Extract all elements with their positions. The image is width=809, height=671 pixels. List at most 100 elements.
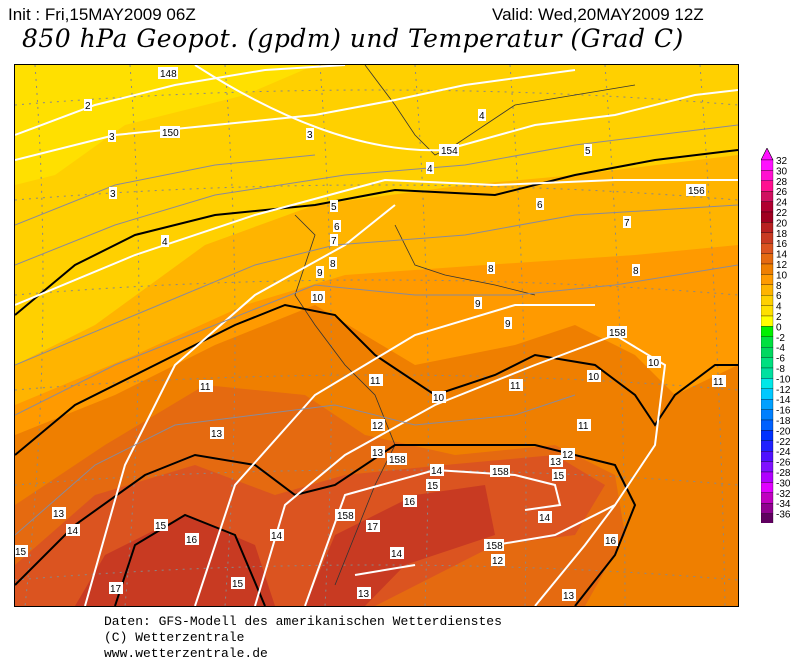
temperature-label-bg <box>371 446 385 458</box>
colorbar-label: 20 <box>776 218 788 229</box>
temperature-label-bg <box>109 582 123 594</box>
temperature-label: 17 <box>367 522 379 533</box>
colorbar-label: -6 <box>776 354 785 365</box>
colorbar-swatch <box>761 305 774 317</box>
geopotential-contour <box>304 468 562 606</box>
temperature-label: 10 <box>433 393 445 404</box>
colorbar-label: 4 <box>776 302 782 313</box>
colorbar-label: -12 <box>776 385 791 396</box>
colorbar-label: -26 <box>776 458 791 469</box>
temperature-label-bg <box>270 529 284 541</box>
geopotential-contour <box>84 204 396 606</box>
colorbar-label: 26 <box>776 187 788 198</box>
colorbar-swatch <box>761 253 774 265</box>
geopotential-label: 158 <box>486 541 503 552</box>
colorbar-swatch <box>761 471 774 483</box>
temperature-label: 16 <box>186 535 198 546</box>
temperature-label-bg <box>403 495 417 507</box>
isotherm-major <box>15 444 637 606</box>
temperature-label: 14 <box>271 531 283 542</box>
temperature-label: 8 <box>488 264 494 275</box>
temperature-label: 15 <box>155 521 167 532</box>
temperature-label: 13 <box>563 591 575 602</box>
geopotential-contour <box>15 65 346 136</box>
colorbar-swatch <box>761 336 774 348</box>
temperature-label: 13 <box>53 509 65 520</box>
colorbar-label: 2 <box>776 312 782 323</box>
temperature-label: 7 <box>624 218 630 229</box>
geopotential-label-bg <box>387 453 407 465</box>
temperature-label-bg <box>487 262 495 274</box>
temperature-label: 9 <box>505 319 511 330</box>
temperature-label-bg <box>15 545 28 557</box>
colorbar-swatch <box>761 201 774 213</box>
temperature-label: 16 <box>404 497 416 508</box>
temperature-label-bg <box>647 356 661 368</box>
temperature-label: 17 <box>110 584 122 595</box>
colorbar-label: 32 <box>776 156 788 167</box>
temperature-label-bg <box>199 380 213 392</box>
temperature-label-bg <box>316 266 324 278</box>
temperature-label: 14 <box>391 549 403 560</box>
temperature-label-bg <box>330 234 338 246</box>
temperature-label-bg <box>426 162 434 174</box>
temperature-label: 14 <box>431 466 443 477</box>
colorbar-label: -22 <box>776 437 791 448</box>
temperature-label-bg <box>84 99 92 111</box>
temperature-label-bg <box>561 448 575 460</box>
temperature-label-bg <box>311 291 325 303</box>
temperature-label: 10 <box>648 358 660 369</box>
colorbar-label: -32 <box>776 489 791 500</box>
temperature-label-bg <box>632 264 640 276</box>
colorbar-swatch <box>761 347 774 358</box>
colorbar-swatch <box>761 357 774 369</box>
temperature-label: 12 <box>372 421 384 432</box>
colorbar-label: -10 <box>776 374 791 385</box>
temperature-label-bg <box>604 534 618 546</box>
temperature-label: 13 <box>372 448 384 459</box>
temperature-label: 4 <box>162 237 168 248</box>
temperature-label-bg <box>538 511 552 523</box>
geopotential-contour <box>534 504 616 606</box>
temperature-label-bg <box>587 370 601 382</box>
geopotential-label-bg <box>160 126 180 138</box>
colorbar-swatch <box>761 503 774 514</box>
colorbar-swatch <box>761 159 774 171</box>
weather-map: 148 150 154 156 158 158 158 158 158 2 3 3 3 4 4 4 5 5 6 6 7 7… <box>14 64 739 607</box>
temperature-label: 15 <box>232 579 244 590</box>
temperature-label: 8 <box>330 259 336 270</box>
colorbar-swatch <box>761 295 774 306</box>
temperature-label: 12 <box>562 450 574 461</box>
colorbar-label: -36 <box>776 510 791 521</box>
isotherm-major <box>15 149 738 316</box>
colorbar-label: 0 <box>776 322 782 333</box>
temperature-label-bg <box>66 524 80 536</box>
temperature-label-bg <box>333 220 341 232</box>
geopotential-label-bg <box>439 144 459 156</box>
colorbar-swatch <box>761 326 774 337</box>
temperature-label-bg <box>426 479 440 491</box>
temperature-label-bg <box>185 533 199 545</box>
temperature-label: 7 <box>331 236 337 247</box>
geopotential-label-bg <box>158 67 178 79</box>
temperature-label: 6 <box>334 222 340 233</box>
temperature-label-bg <box>357 587 371 599</box>
colorbar-swatch <box>761 170 774 181</box>
geopotential-label-bg <box>686 184 706 196</box>
isotherm-major <box>114 513 266 606</box>
colorbar-swatch <box>761 430 774 441</box>
temperature-label-bg <box>390 547 404 559</box>
temperature-label: 15 <box>553 471 565 482</box>
colorbar-swatch <box>761 409 774 421</box>
colorbar-swatch <box>761 419 774 431</box>
temperature-label-bg <box>109 187 117 199</box>
colorbar-swatch <box>761 284 774 296</box>
geopotential-label: 154 <box>441 146 458 157</box>
colorbar-label: -14 <box>776 395 791 406</box>
colorbar-label: 22 <box>776 208 788 219</box>
temperature-label: 5 <box>585 146 591 157</box>
footer-url[interactable]: www.wetterzentrale.de <box>104 646 268 661</box>
temperature-label-bg <box>371 419 385 431</box>
colorbar-label: 14 <box>776 250 788 261</box>
